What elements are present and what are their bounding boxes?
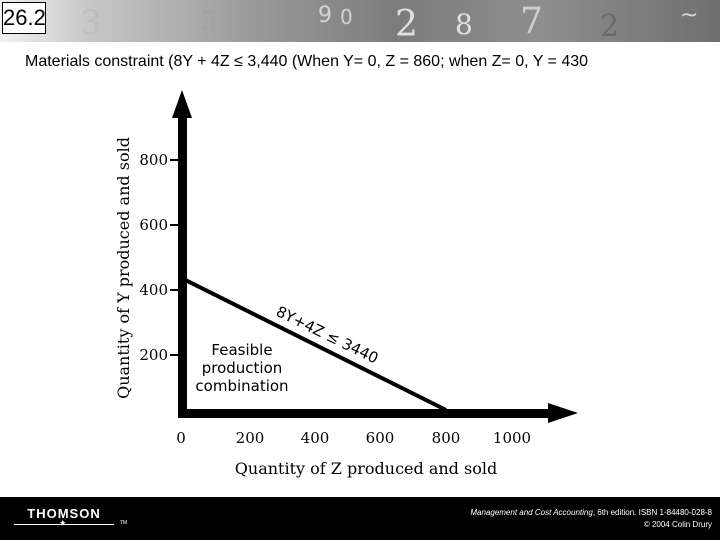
numeral-glyph: ~ [680, 3, 698, 28]
y-tick-label: 400 [139, 281, 168, 299]
y-axis-arrow [172, 90, 192, 118]
y-tick-label: 600 [139, 216, 168, 234]
x-tick-label: 400 [301, 429, 330, 447]
x-tick-label: 600 [366, 429, 395, 447]
region-label-line: Feasible [211, 341, 272, 359]
x-tick-label: 200 [236, 429, 265, 447]
constraint-diagram: 800 600 400 200 0 200 400 600 800 1000 Q… [114, 90, 578, 478]
constraint-line [183, 277, 447, 412]
x-tick-label: 0 [176, 429, 186, 447]
numeral: 2 [600, 9, 619, 42]
credit-title: Management and Cost Accounting [470, 508, 593, 517]
header-banner: 3 5 9 0 2 8 7 2 ~ 26.2 [0, 0, 720, 42]
credit-copyright: © 2004 Colin Drury [643, 520, 712, 529]
trademark-mark: TM [120, 520, 128, 526]
y-axis-title: Quantity of Y produced and sold [114, 137, 133, 399]
x-tick-label: 1000 [493, 429, 531, 447]
numeral: 3 [80, 3, 102, 42]
credit-text: Management and Cost Accounting, 6th edit… [470, 507, 712, 531]
numeral: 7 [520, 1, 543, 42]
y-tick-label: 800 [139, 151, 168, 169]
x-axis [178, 409, 550, 418]
x-axis-title: Quantity of Z produced and sold [235, 459, 497, 478]
slide-number: 26.2 [2, 2, 46, 34]
region-label-line: production [202, 359, 283, 377]
x-tick-label: 800 [432, 429, 461, 447]
numeral: 5 [200, 7, 217, 37]
y-axis [178, 112, 187, 417]
logo-wordmark: THOMSON [27, 506, 101, 521]
star-icon: ✦ [59, 518, 67, 528]
thomson-logo: THOMSON ✦ TM [10, 504, 128, 532]
y-tick-label: 200 [139, 346, 168, 364]
constraint-label: 8Y+4Z ≤ 3440 [273, 302, 381, 367]
numeral: 8 [455, 8, 473, 41]
region-label-line: combination [195, 377, 288, 395]
credit-edition: , 6th edition. ISBN 1-84480-028-8 [592, 508, 712, 517]
footer-bar: THOMSON ✦ TM Management and Cost Account… [0, 497, 720, 540]
numeral: 0 [340, 5, 353, 29]
decorative-numerals: 3 5 9 0 2 8 7 2 ~ [80, 1, 698, 42]
numeral: 9 [318, 3, 332, 28]
numeral: 2 [395, 4, 418, 42]
slide-subtitle: Materials constraint (8Y + 4Z ≤ 3,440 (W… [25, 53, 589, 70]
logo-rule [14, 524, 114, 525]
x-axis-arrow [548, 403, 578, 423]
